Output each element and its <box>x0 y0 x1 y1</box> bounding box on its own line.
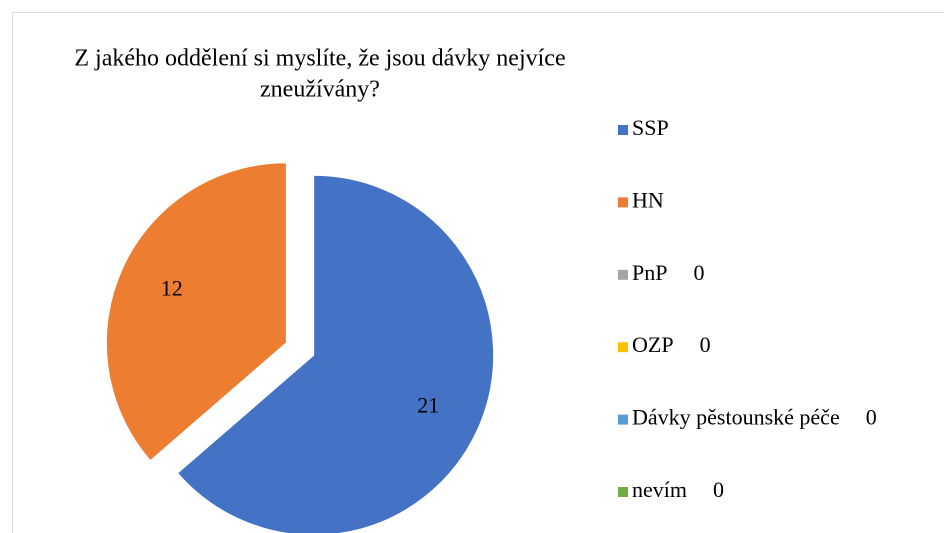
legend-label: nevím <box>632 477 687 502</box>
legend-swatch <box>618 342 628 353</box>
legend-swatch <box>618 125 628 135</box>
data-label: 21 <box>417 393 439 418</box>
chart-title: Z jakého oddělení si myslíte, že jsou dá… <box>74 46 565 72</box>
legend-swatch <box>618 269 628 280</box>
data-label: 0 <box>693 260 704 285</box>
chart-title: zneužívány? <box>260 77 380 103</box>
pie-slice <box>105 162 287 462</box>
legend-label: HN <box>632 187 664 212</box>
pie-slice <box>176 174 495 533</box>
legend-label: PnP <box>632 260 667 285</box>
legend-swatch <box>618 414 628 425</box>
legend-label: SSP <box>632 115 669 140</box>
legend-swatch <box>618 197 628 208</box>
legend-swatch <box>618 487 628 497</box>
data-label: 0 <box>713 477 724 502</box>
legend-label: OZP <box>632 332 674 357</box>
data-label: 0 <box>700 332 711 357</box>
data-label: 0 <box>866 405 877 430</box>
legend-label: Dávky pěstounské péče <box>632 405 840 430</box>
data-label: 12 <box>161 275 183 300</box>
